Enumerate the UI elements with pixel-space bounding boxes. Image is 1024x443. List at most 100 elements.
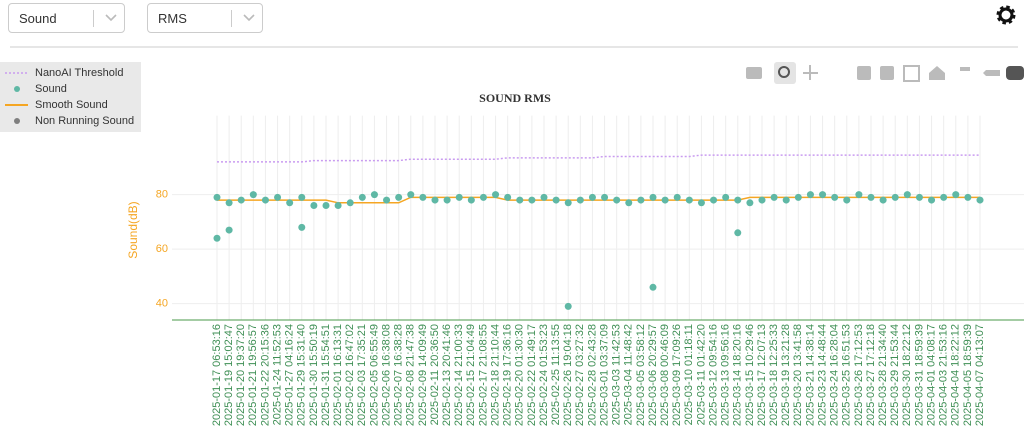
camera-icon[interactable] (746, 67, 762, 79)
separator (93, 10, 94, 27)
data-point (576, 196, 584, 204)
x-tick-label: 2025-03-08 00:46:09 (659, 324, 671, 426)
x-tick-label: 2025-01-27 04:16:24 (284, 324, 296, 426)
data-point (601, 193, 609, 201)
data-point (213, 234, 221, 242)
data-point (746, 199, 754, 207)
data-point (395, 193, 403, 201)
modebar (746, 62, 1024, 84)
x-tick-label: 2025-03-17 12:07:13 (756, 324, 768, 426)
x-tick-label: 2025-02-02 16:47:02 (344, 324, 356, 426)
zoom-icon (778, 66, 790, 78)
stat-dropdown[interactable]: RMS (147, 3, 263, 33)
series-line (217, 196, 980, 204)
home-icon[interactable] (929, 66, 945, 80)
x-tick-label: 2025-04-01 04:08:17 (925, 324, 937, 426)
data-point (528, 196, 536, 204)
zoom-out-icon[interactable] (880, 66, 894, 80)
data-point (710, 196, 718, 204)
data-point (455, 193, 463, 201)
data-point (298, 223, 306, 231)
data-point (467, 196, 475, 204)
data-point (552, 196, 560, 204)
x-tick-label: 2025-02-20 01:30:30 (514, 324, 526, 426)
x-tick-label: 2025-02-19 17:36:16 (502, 324, 514, 426)
x-tick-label: 2025-04-07 04:13:07 (974, 324, 986, 426)
data-point (976, 196, 984, 204)
zoom-active[interactable] (774, 62, 796, 84)
zoom-in-icon[interactable] (857, 66, 871, 80)
x-tick-label: 2025-01-31 15:54:51 (320, 324, 332, 426)
data-point (819, 191, 827, 199)
x-tick-label: 2025-03-01 03:37:09 (598, 324, 610, 426)
data-point (867, 193, 875, 201)
x-tick-label: 2025-02-25 11:13:55 (550, 324, 562, 425)
data-point (225, 199, 233, 207)
x-tick-label: 2025-02-03 17:35:21 (356, 324, 368, 426)
data-point (310, 202, 318, 210)
data-point (649, 283, 657, 291)
data-point (697, 199, 705, 207)
data-point (782, 196, 790, 204)
compare-icon[interactable] (1006, 66, 1024, 80)
hover-icon[interactable] (983, 70, 1000, 76)
x-tick-label: 2025-01-24 11:52:53 (271, 324, 283, 425)
x-tick-label: 2025-04-04 18:22:12 (950, 324, 962, 426)
data-point (734, 196, 742, 204)
legend-swatch (14, 86, 20, 92)
legend-swatch (14, 118, 20, 124)
data-point (298, 193, 306, 201)
data-point (588, 193, 596, 201)
data-point (564, 199, 572, 207)
x-tick-label: 2025-02-14 21:00:33 (453, 324, 465, 426)
data-point (843, 196, 851, 204)
metric-value: Sound (19, 11, 57, 26)
x-tick-label: 2025-02-22 01:49:17 (526, 324, 538, 426)
data-point (722, 193, 730, 201)
x-tick-label: 2025-03-20 13:41:58 (792, 324, 804, 426)
data-point (903, 191, 911, 199)
autoscale-icon[interactable] (903, 65, 920, 82)
data-point (225, 226, 233, 234)
data-point (928, 196, 936, 204)
data-point (237, 196, 245, 204)
legend-label: Smooth Sound (35, 99, 108, 111)
x-tick-label: 2025-02-01 16:13:31 (332, 324, 344, 426)
metric-dropdown[interactable]: Sound (8, 3, 125, 33)
data-point (794, 193, 802, 201)
data-point (831, 193, 839, 201)
x-tick-label: 2025-03-14 18:20:16 (732, 324, 744, 426)
y-tick-label: 60 (156, 243, 168, 255)
x-tick-label: 2025-02-07 16:38:28 (393, 324, 405, 426)
data-point (213, 193, 221, 201)
x-tick-label: 2025-02-09 14:09:49 (417, 324, 429, 426)
data-point (407, 191, 415, 199)
x-tick-label: 2025-03-11 01:42:20 (695, 324, 707, 425)
legend (0, 62, 141, 132)
data-point (637, 196, 645, 204)
data-point (334, 202, 342, 210)
x-tick-label: 2025-03-26 17:12:53 (853, 324, 865, 426)
pan-icon[interactable] (803, 65, 818, 80)
x-tick-label: 2025-02-18 21:10:44 (489, 324, 501, 426)
data-point (322, 202, 330, 210)
x-tick-label: 2025-03-15 10:29:46 (744, 324, 756, 426)
data-point (613, 196, 621, 204)
spike-icon[interactable] (960, 67, 970, 71)
data-point (734, 229, 742, 237)
x-tick-label: 2025-01-22 20:15:36 (259, 324, 271, 426)
data-point (504, 193, 512, 201)
x-tick-label: 2025-02-06 16:38:08 (380, 324, 392, 426)
x-tick-label: 2025-02-15 21:04:49 (465, 324, 477, 426)
chevron (243, 14, 255, 22)
x-tick-label: 2025-03-29 21:53:44 (889, 324, 901, 426)
x-tick-label: 2025-03-03 11:42:53 (611, 324, 623, 425)
data-point (540, 193, 548, 201)
settings-icon[interactable] (996, 5, 1016, 25)
data-point (516, 196, 524, 204)
y-tick-label: 80 (156, 189, 168, 201)
y-tick-label: 40 (156, 298, 168, 310)
data-point (649, 193, 657, 201)
x-tick-label: 2025-03-21 14:38:14 (804, 324, 816, 426)
